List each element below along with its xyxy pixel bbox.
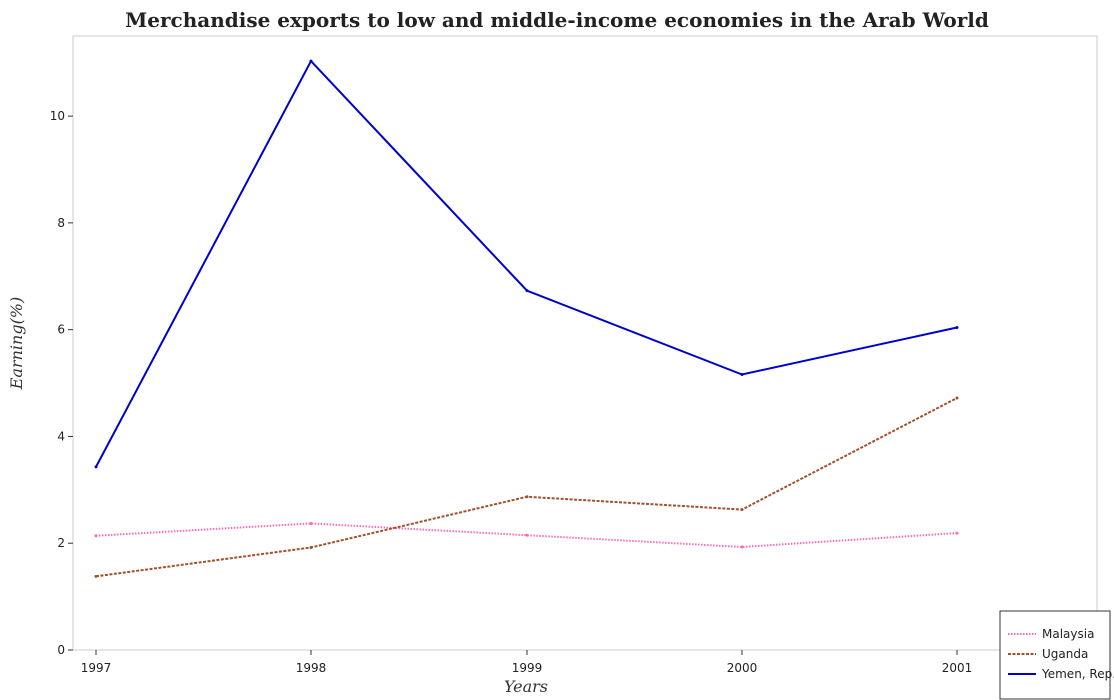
x-axis-label: Years <box>504 677 548 696</box>
data-point <box>955 326 959 330</box>
data-point <box>309 545 313 549</box>
data-point <box>525 533 529 537</box>
x-tick-label: 2001 <box>942 661 973 675</box>
legend-items: Malaysia Uganda Yemen, Rep. <box>1008 627 1114 681</box>
x-tick-label: 2000 <box>727 661 758 675</box>
data-point <box>955 396 959 400</box>
legend-label: Yemen, Rep. <box>1041 667 1114 681</box>
series-layer <box>94 59 959 578</box>
data-point <box>94 574 98 578</box>
data-point <box>740 545 744 549</box>
data-point <box>309 521 313 525</box>
y-axis-ticks: 0 2 4 6 8 10 <box>50 109 73 657</box>
data-point <box>955 531 959 535</box>
data-point <box>94 465 98 469</box>
x-axis-ticks: 1997 1998 1999 2000 2001 <box>81 650 973 675</box>
data-point <box>94 534 98 538</box>
y-tick-label: 4 <box>57 429 65 443</box>
y-tick-label: 2 <box>57 536 65 550</box>
data-point <box>309 59 313 63</box>
data-point <box>740 508 744 512</box>
y-tick-label: 8 <box>57 216 65 230</box>
legend-label: Uganda <box>1042 647 1088 661</box>
y-axis-label: Earning(%) <box>7 297 26 391</box>
chart-title: Merchandise exports to low and middle-in… <box>125 8 989 32</box>
data-point <box>525 289 529 293</box>
x-tick-label: 1997 <box>81 661 112 675</box>
x-tick-label: 1998 <box>296 661 327 675</box>
plot-area <box>72 35 1098 651</box>
legend-label: Malaysia <box>1042 627 1094 641</box>
x-tick-label: 1999 <box>512 661 543 675</box>
y-tick-label: 6 <box>57 323 65 337</box>
data-point <box>740 373 744 377</box>
legend: Malaysia Uganda Yemen, Rep. <box>999 610 1114 700</box>
y-tick-label: 0 <box>57 643 65 657</box>
data-point <box>525 495 529 499</box>
y-tick-label: 10 <box>50 109 65 123</box>
